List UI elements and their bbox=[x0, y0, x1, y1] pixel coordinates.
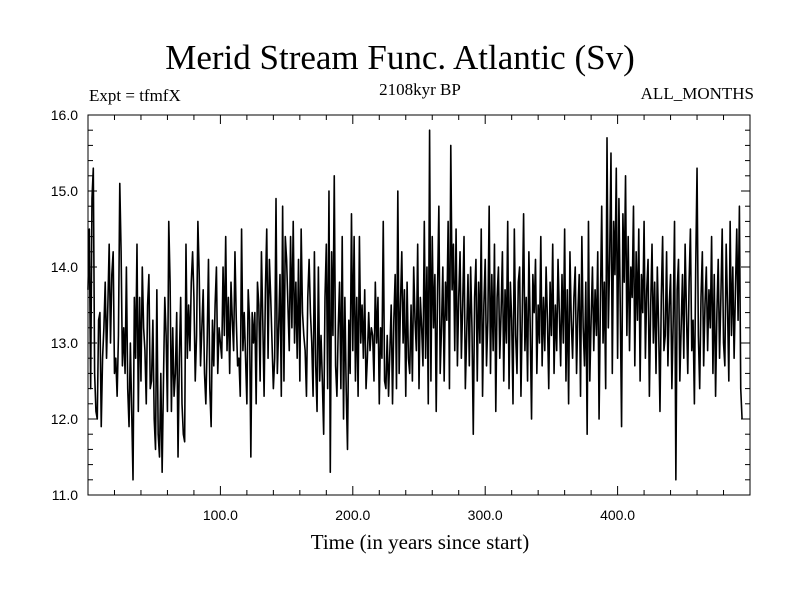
y-tick-label: 15.0 bbox=[51, 183, 78, 199]
series-line bbox=[87, 129, 743, 481]
chart-subtitle: 2108kyr BP bbox=[379, 80, 461, 99]
x-tick-label: 200.0 bbox=[335, 507, 370, 523]
x-tick-label: 300.0 bbox=[468, 507, 503, 523]
x-tick-label: 400.0 bbox=[600, 507, 635, 523]
y-tick-label: 12.0 bbox=[51, 411, 78, 427]
plot-frame bbox=[87, 114, 751, 496]
x-tick-label: 100.0 bbox=[203, 507, 238, 523]
y-tick-label: 16.0 bbox=[51, 107, 78, 123]
months-label: ALL_MONTHS bbox=[640, 84, 754, 103]
y-tick-label: 14.0 bbox=[51, 259, 78, 275]
chart-title: Merid Stream Func. Atlantic (Sv) bbox=[165, 38, 635, 77]
axis-tick-labels: 100.0 200.0 300.0 400.0 11.0 12.0 13.0 14.0 15.0… bbox=[51, 107, 636, 523]
experiment-label: Expt = tfmfX bbox=[89, 86, 181, 105]
y-tick-label: 13.0 bbox=[51, 335, 78, 351]
x-axis-label: Time (in years since start) bbox=[310, 530, 530, 554]
y-tick-label: 11.0 bbox=[52, 487, 78, 503]
